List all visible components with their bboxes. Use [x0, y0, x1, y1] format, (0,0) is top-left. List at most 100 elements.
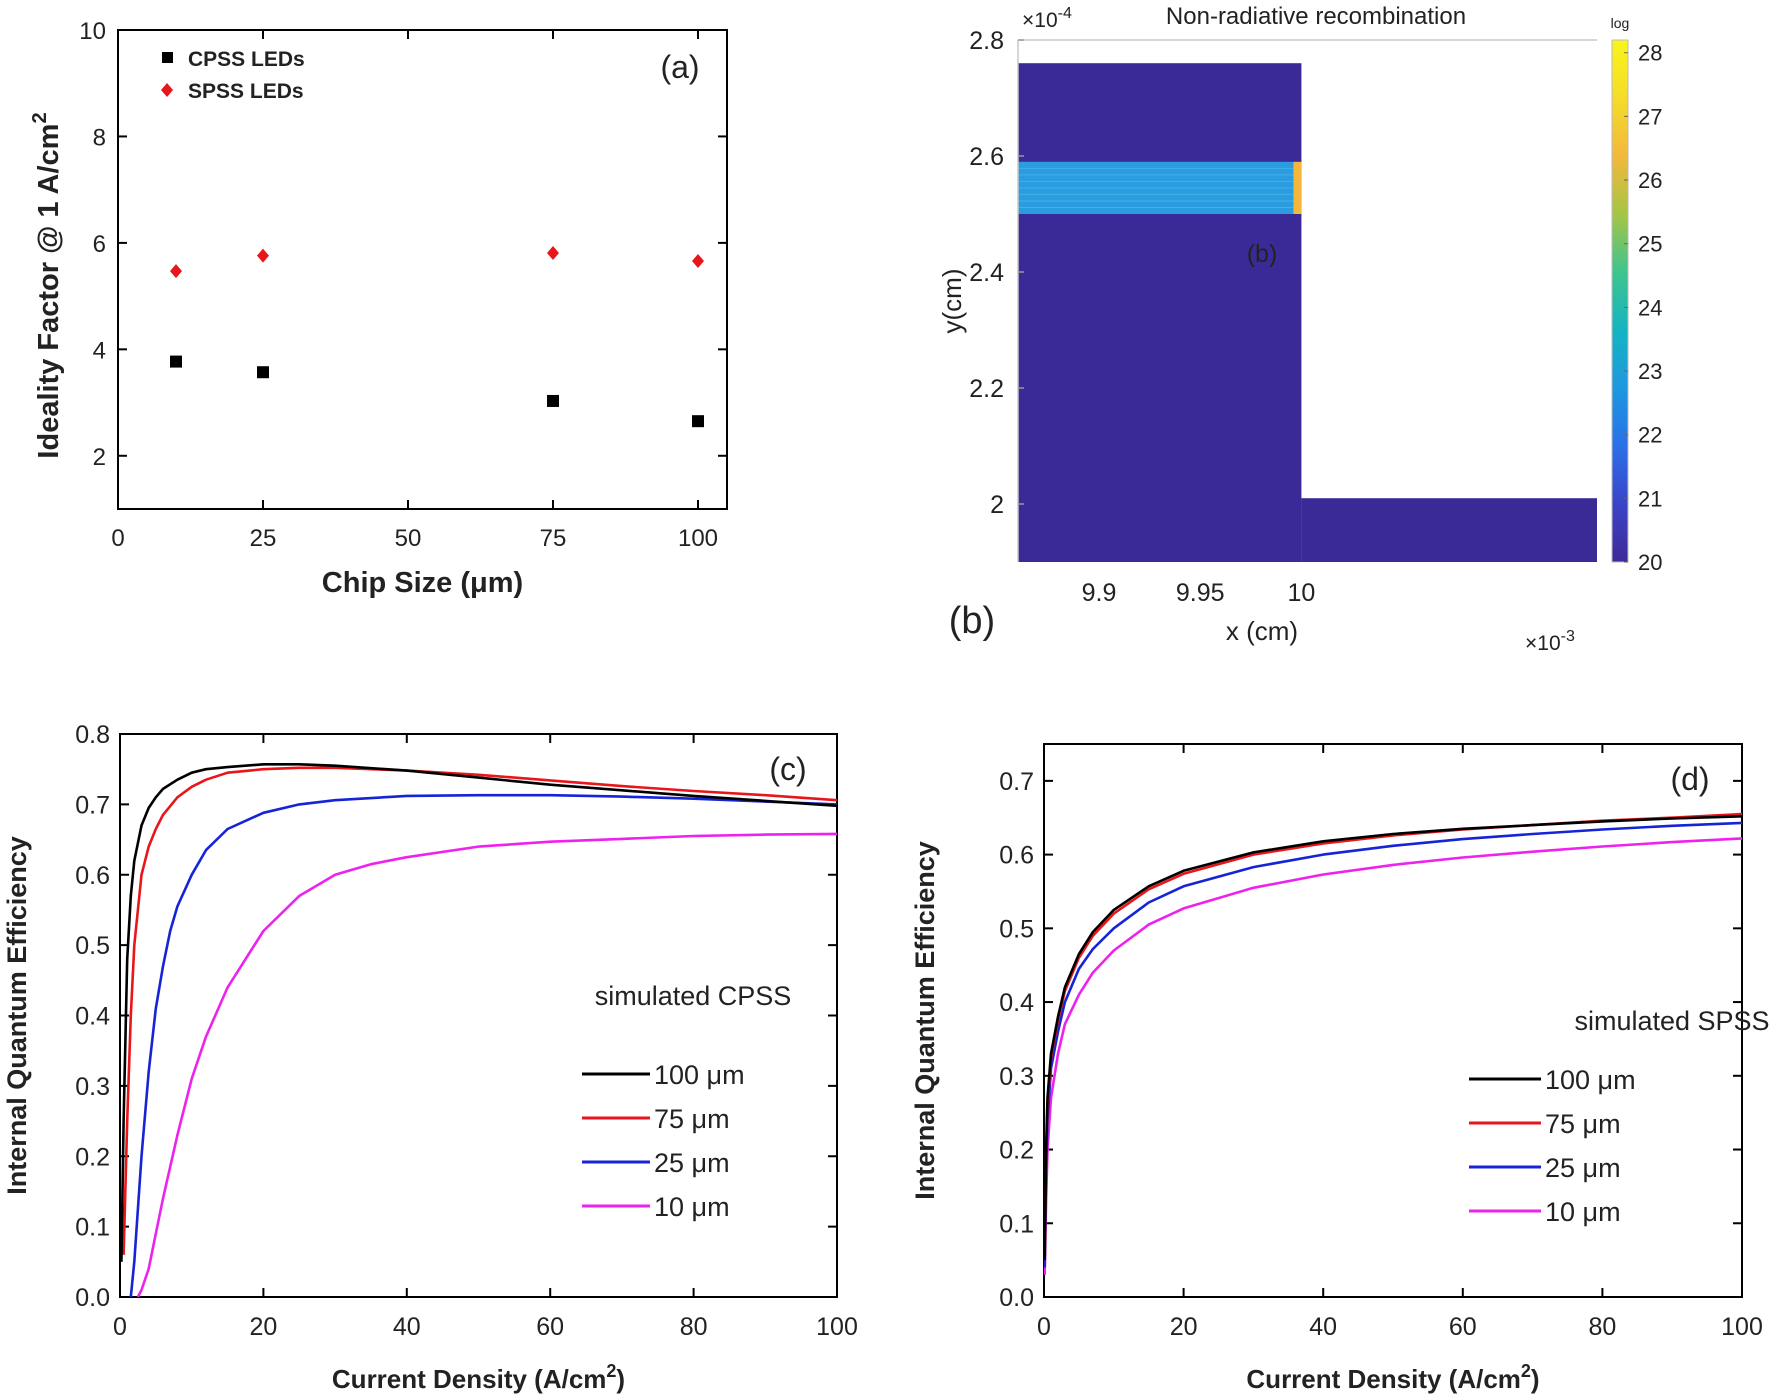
series-line: [129, 793, 837, 1297]
y-tick-label: 0.4: [999, 989, 1034, 1017]
y-tick-label: 2: [93, 444, 106, 471]
x-tick-label: 40: [393, 1313, 421, 1341]
legend-label: 10 μm: [1545, 1197, 1621, 1227]
data-point: [547, 394, 559, 407]
panel-b: 22.22.42.62.89.9 9.95 10x (cm)y(cm)×10-4×1…: [937, 3, 1662, 655]
y-tick-label: 10: [79, 18, 106, 45]
x-tick-label: 60: [536, 1313, 564, 1341]
legend-marker: [161, 83, 173, 97]
x-tick-label: 9.95: [1176, 579, 1225, 607]
annotation: simulated SPSS: [1574, 1006, 1769, 1036]
colorbar-tick-label: 22: [1638, 423, 1662, 448]
series-line: [1044, 837, 1742, 1275]
x-tick-label: 25: [250, 525, 277, 552]
legend-marker: [162, 52, 173, 63]
legend-label: CPSS LEDs: [188, 48, 305, 71]
data-point: [692, 415, 704, 428]
y-tick-label: 0.1: [75, 1214, 110, 1242]
y-tick-label: 0.7: [999, 768, 1034, 796]
data-point: [170, 355, 182, 368]
y-multiplier-base: ×10: [1022, 9, 1058, 32]
y-tick-label: 2.8: [969, 27, 1004, 55]
y-tick-label: 0.0: [999, 1284, 1034, 1312]
x-axis-label-superscript: 2: [1521, 1361, 1531, 1381]
x-tick-label: 100: [1721, 1313, 1763, 1341]
colorbar-tick-label: 21: [1638, 486, 1662, 511]
y-tick-label: 2.4: [969, 259, 1004, 287]
chart-title: Non-radiative recombination: [1166, 3, 1466, 30]
data-point: [547, 246, 559, 261]
y-tick-label: 0.6: [999, 842, 1034, 870]
colorbar-tick-label: 24: [1638, 295, 1662, 320]
x-tick-label: 80: [680, 1313, 708, 1341]
x-tick-label: 0: [1037, 1313, 1051, 1341]
legend-label: 100 μm: [1545, 1065, 1636, 1095]
x-tick-label: 20: [249, 1313, 277, 1341]
y-tick-label: 0.5: [75, 932, 110, 960]
colorbar-tick-label: 25: [1638, 232, 1662, 257]
legend-label: SPSS LEDs: [188, 80, 304, 103]
y-tick-label: 2: [990, 491, 1004, 519]
data-point: [170, 264, 182, 279]
panel-c: 0 20 40 60 80 100 0.0 0.1 0.2 0.3 0.4 0.5 0.6 0.7 0.8 C…: [2, 721, 858, 1394]
y-axis-label: Ideality Factor @ 1 A/cm2: [29, 112, 65, 458]
y-tick-label: 0.2: [999, 1137, 1034, 1165]
x-axis-label-close: ): [616, 1364, 625, 1394]
x-multiplier-exponent: -3: [1561, 628, 1575, 645]
x-multiplier-base: ×10: [1525, 632, 1561, 655]
legend-label: 25 μm: [654, 1148, 730, 1178]
y-tick-label: 0.8: [75, 721, 110, 749]
plot-frame: [1043, 743, 1743, 1298]
series-line: [120, 763, 837, 1262]
y-tick-label: 8: [93, 124, 106, 151]
y-axis-label-superscript: 2: [29, 112, 51, 123]
data-point: [692, 253, 704, 268]
x-tick-label: 60: [1449, 1313, 1477, 1341]
y-tick-label: 0.3: [75, 1073, 110, 1101]
x-tick-label: 20: [1170, 1313, 1198, 1341]
x-axis-label-text: Current Density (A/cm: [332, 1364, 607, 1394]
x-axis-label-superscript: 2: [606, 1361, 616, 1381]
y-multiplier-exponent: -4: [1058, 5, 1072, 22]
series-line: [1044, 815, 1742, 1261]
heatmap-region-mesa: [1018, 63, 1302, 562]
plot-frame: [117, 29, 728, 510]
y-axis-label: Internal Quantum Efficiency: [910, 841, 940, 1200]
x-axis-label: Current Density (A/cm2): [1246, 1361, 1539, 1394]
data-point: [257, 366, 269, 379]
y-tick-label: 0.4: [75, 1003, 110, 1031]
y-axis-label-text: Ideality Factor @ 1 A/cm: [33, 124, 65, 459]
colorbar-label: log: [1611, 15, 1630, 31]
panel-label-outside: (b): [949, 600, 995, 642]
colorbar-tick-label: 28: [1638, 41, 1662, 66]
legend-label: 100 μm: [654, 1060, 745, 1090]
panel-label: (c): [769, 751, 806, 787]
colorbar: [1611, 39, 1629, 563]
x-axis-label: x (cm): [1226, 616, 1298, 646]
y-tick-label: 2.6: [969, 143, 1004, 171]
data-point: [257, 248, 269, 263]
y-axis-label: y(cm): [937, 269, 967, 334]
x-axis-label-text: Current Density (A/cm: [1246, 1364, 1521, 1394]
colorbar-tick-label: 20: [1638, 550, 1662, 575]
x-axis-label: Current Density (A/cm2): [332, 1361, 625, 1394]
y-tick-label: 0.5: [999, 915, 1034, 943]
x-tick-label: 100: [678, 525, 718, 552]
panel-label-inside: (b): [1247, 240, 1278, 268]
x-tick-label: 9.9: [1082, 579, 1117, 607]
y-tick-label: 0.2: [75, 1143, 110, 1171]
x-multiplier: ×10-3: [1525, 628, 1575, 655]
x-tick-label: 50: [395, 525, 422, 552]
x-tick-label: 0: [113, 1313, 127, 1341]
heatmap-region-sidewall-edge: [1293, 161, 1302, 214]
x-tick-label: 80: [1588, 1313, 1616, 1341]
x-tick-label: 10: [1288, 579, 1316, 607]
y-tick-label: 0.0: [75, 1284, 110, 1312]
y-tick-label: 0.6: [75, 862, 110, 890]
y-tick-label: 0.3: [999, 1063, 1034, 1091]
y-tick-label: 0.7: [75, 791, 110, 819]
series-line: [122, 766, 837, 1255]
panel-d: 0 20 40 60 80 100 0.0 0.1 0.2 0.3 0.4 0.5 0.6 0.7 Curr…: [910, 743, 1770, 1394]
x-tick-label: 0: [111, 525, 124, 552]
y-tick-label: 0.1: [999, 1210, 1034, 1238]
